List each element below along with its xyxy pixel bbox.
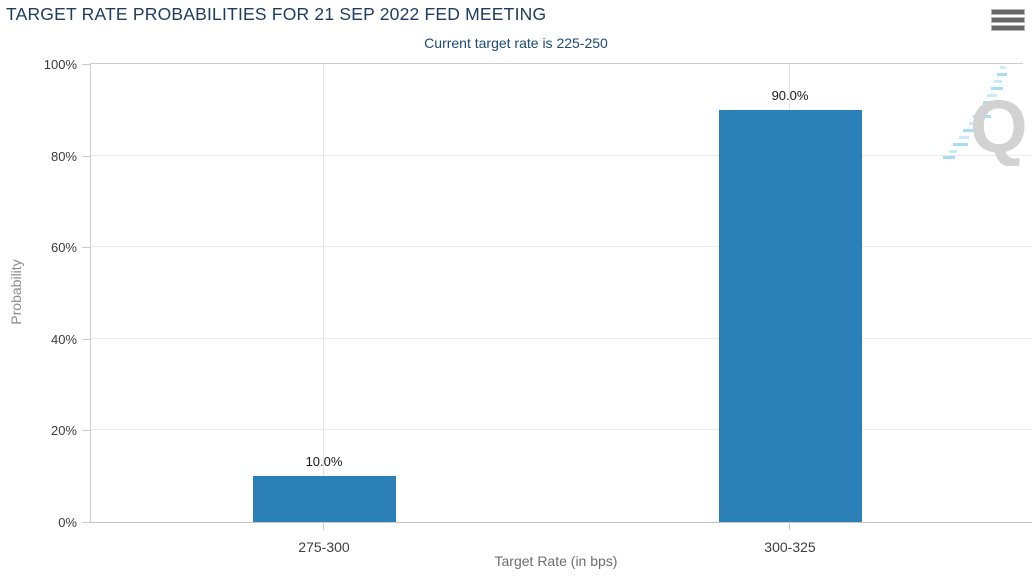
gridline-horizontal xyxy=(91,246,1032,248)
gridline-horizontal xyxy=(91,429,1032,431)
bar-value-label: 90.0% xyxy=(771,87,809,103)
y-axis-tick-label: 20% xyxy=(50,423,77,439)
x-axis-tick xyxy=(323,522,324,530)
hamburger-menu-icon xyxy=(991,9,1025,31)
chart-subtitle: Current target rate is 225-250 xyxy=(424,35,608,51)
x-axis-category-label: 275-300 xyxy=(298,539,350,555)
x-axis-tick xyxy=(789,522,790,530)
y-axis-tick xyxy=(82,247,90,249)
y-axis-tick-label: 60% xyxy=(50,240,77,256)
plot-area: 0% 20% 40% 60% 80% 100% 10.0% 275-300 90.0% 300-3… xyxy=(44,57,1032,555)
gridline-horizontal xyxy=(91,154,1032,156)
y-axis-tick xyxy=(82,522,90,523)
bar-300-325[interactable] xyxy=(719,109,862,522)
menu-button[interactable] xyxy=(989,7,1027,33)
bar-value-label: 10.0% xyxy=(305,454,343,470)
y-axis-tick xyxy=(82,430,90,432)
chart-title: TARGET RATE PROBABILITIES FOR 21 SEP 202… xyxy=(6,4,547,24)
x-axis-line-extension xyxy=(1023,522,1032,523)
y-axis-title: Probability xyxy=(8,259,24,325)
y-axis-tick-label: 0% xyxy=(58,515,77,530)
category-band: 90.0% 300-325 xyxy=(557,64,1023,555)
gridline-horizontal xyxy=(91,337,1032,339)
bar-275-300[interactable] xyxy=(253,476,396,522)
gridline-vertical xyxy=(323,64,324,522)
y-axis-tick xyxy=(82,64,90,65)
x-axis-category-label: 300-325 xyxy=(764,539,816,555)
category-band: 10.0% 275-300 xyxy=(91,64,557,555)
y-axis-tick-label: 40% xyxy=(50,331,77,347)
y-axis-tick-label: 80% xyxy=(50,148,77,164)
y-axis-tick-label: 100% xyxy=(43,57,77,72)
y-axis-tick xyxy=(82,338,90,340)
y-axis-tick xyxy=(82,155,90,157)
x-axis-title: Target Rate (in bps) xyxy=(494,553,618,569)
